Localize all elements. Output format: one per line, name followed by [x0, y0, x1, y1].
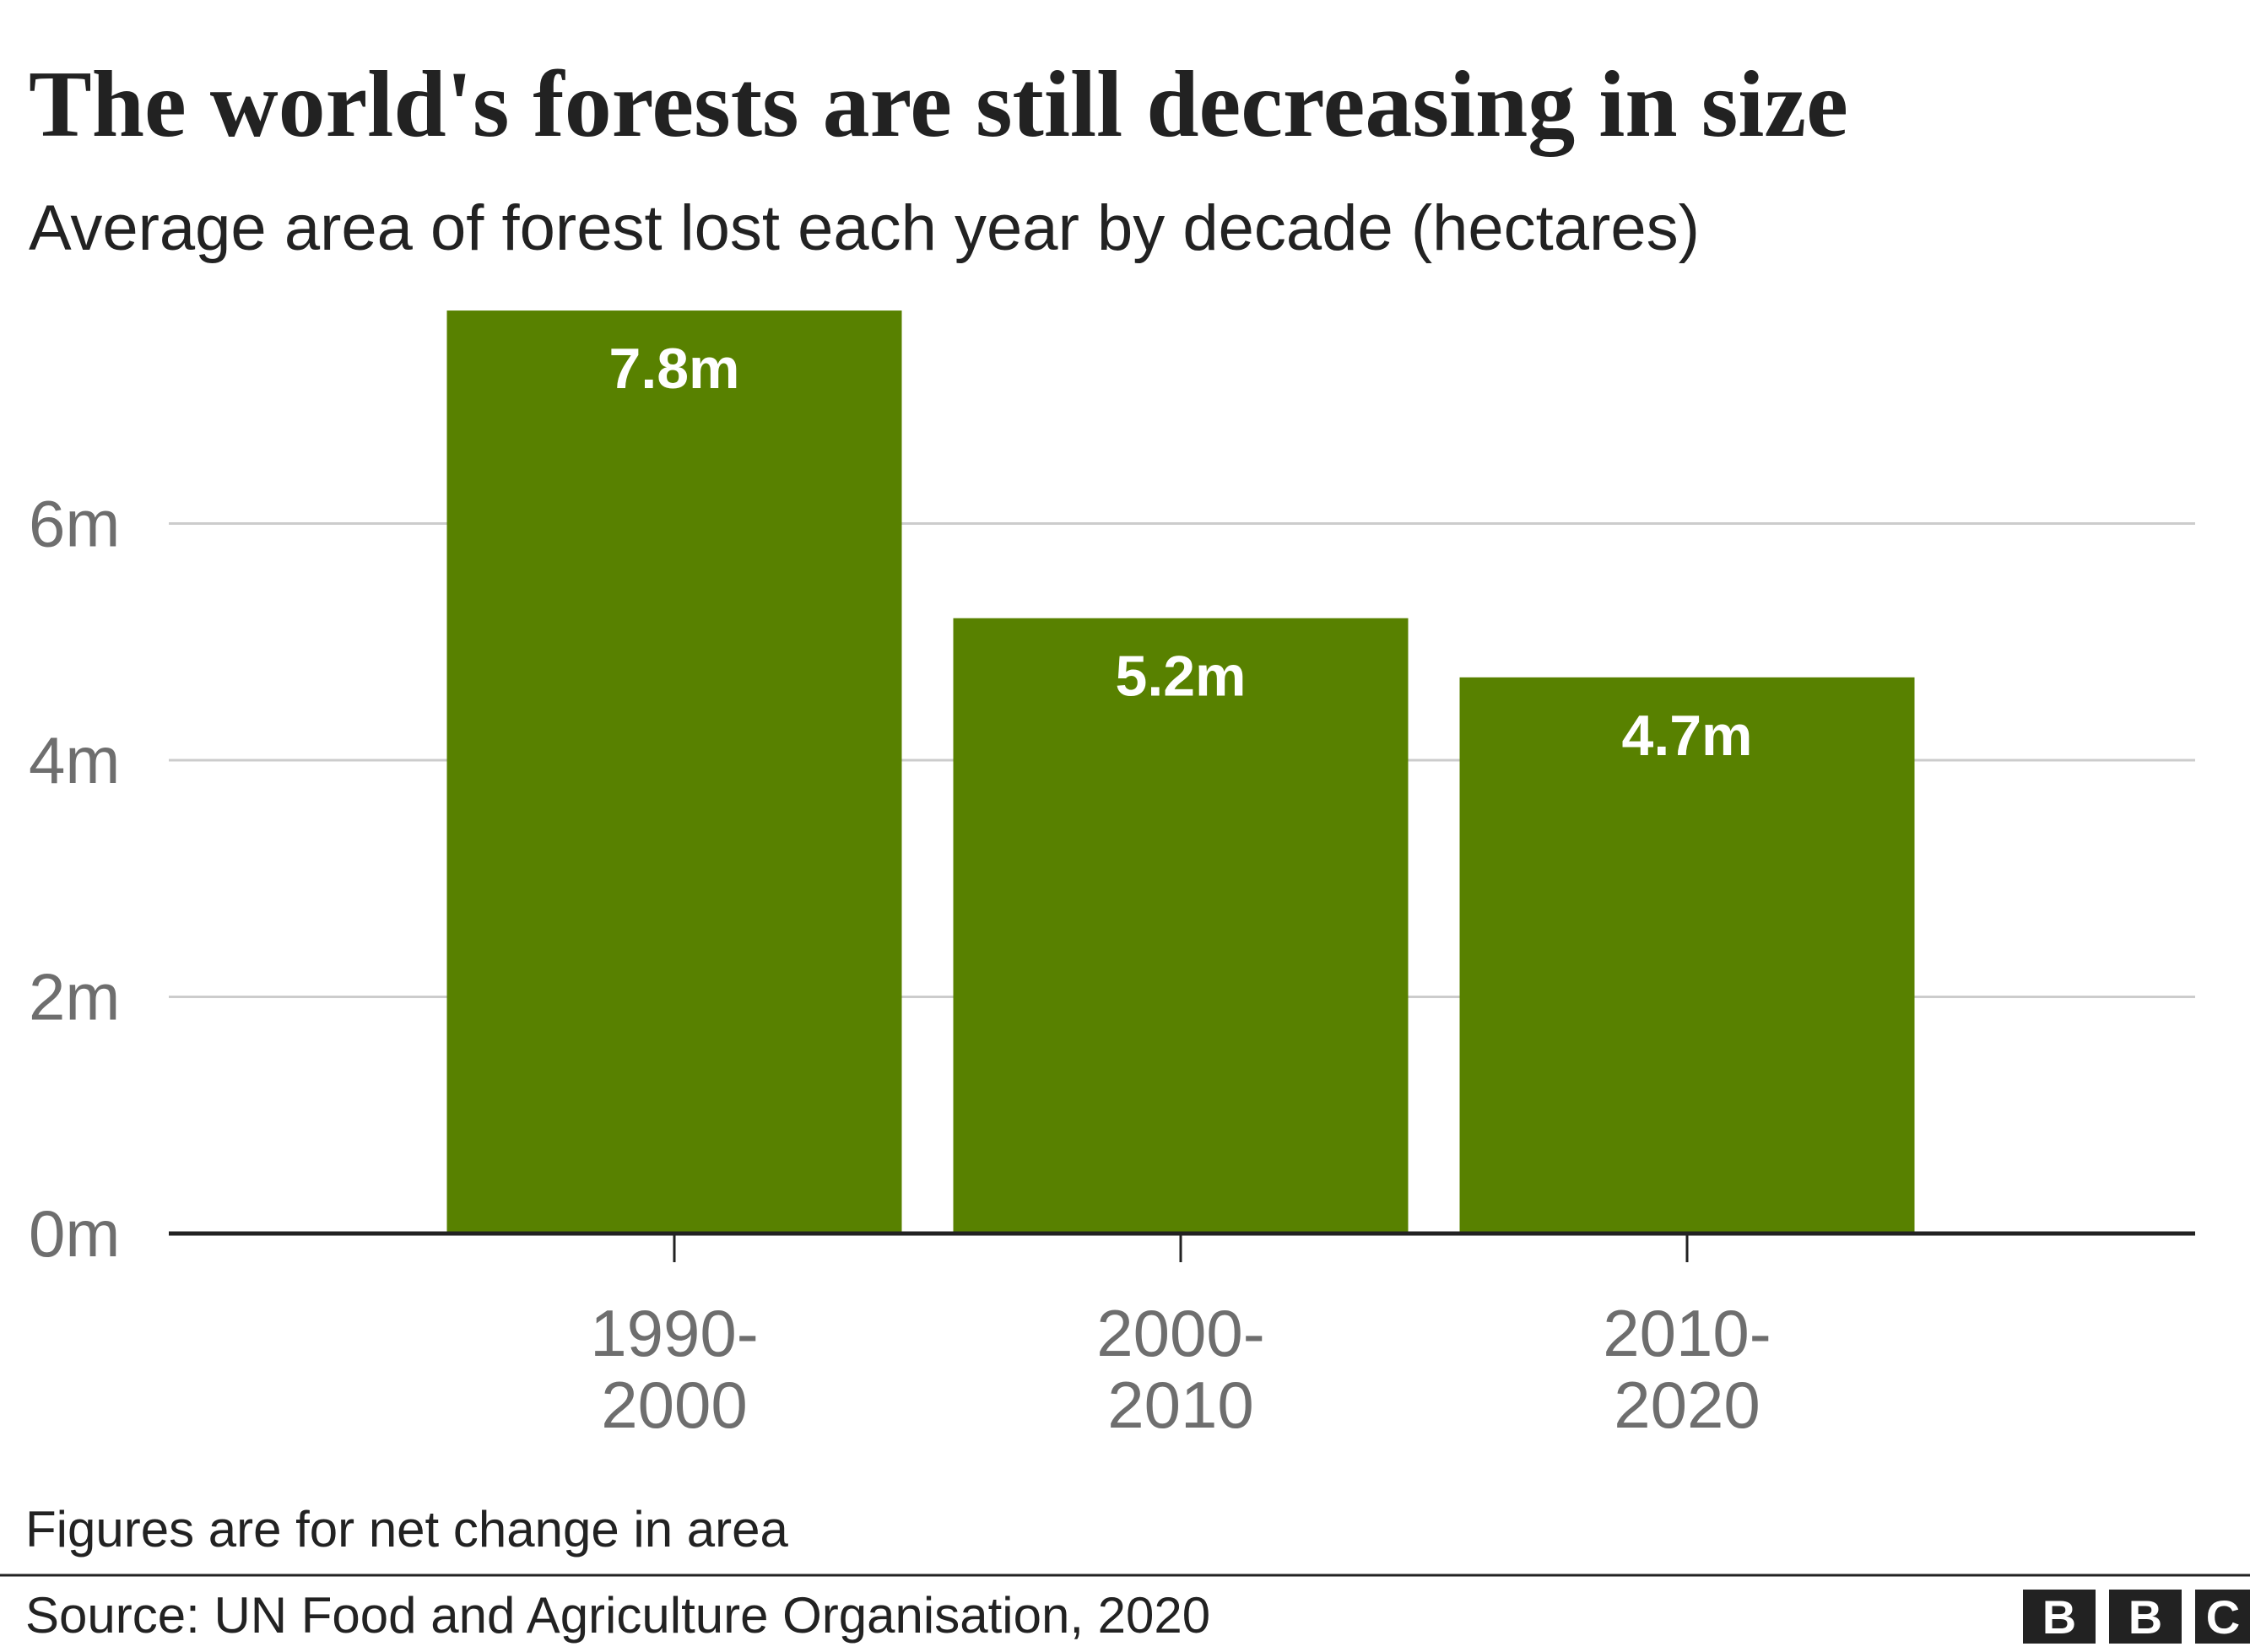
y-tick-label: 4m	[29, 723, 120, 797]
logo-letter: B	[2128, 1590, 2162, 1644]
logo-box	[2023, 1590, 2096, 1644]
chart-subtitle: Average area of forest lost each year by…	[29, 192, 1700, 264]
chart-title: The world's forests are still decreasing…	[29, 52, 1848, 157]
x-tick-label: 2000-2010	[1096, 1296, 1265, 1442]
value-label: 7.8m	[609, 337, 740, 401]
bar	[953, 618, 1409, 1234]
y-tick-label: 2m	[29, 960, 120, 1034]
logo-box	[2195, 1590, 2250, 1644]
x-tick-label: 1990-2000	[590, 1296, 759, 1442]
logo-box	[2109, 1590, 2182, 1644]
logo-letter: B	[2042, 1590, 2076, 1644]
value-label: 5.2m	[1116, 645, 1247, 709]
x-tick-label: 2010-2020	[1603, 1296, 1771, 1442]
value-label: 4.7m	[1622, 704, 1753, 768]
bar	[446, 310, 902, 1234]
logo: B B C	[2023, 1590, 2250, 1644]
logo-letter: C	[2206, 1590, 2240, 1644]
footnote: Figures are for net change in area	[25, 1501, 788, 1558]
y-tick-label: 0m	[29, 1196, 120, 1271]
source: Source: UN Food and Agriculture Organisa…	[25, 1587, 1210, 1644]
y-tick-label: 6m	[29, 487, 120, 561]
bar	[1459, 677, 1915, 1234]
